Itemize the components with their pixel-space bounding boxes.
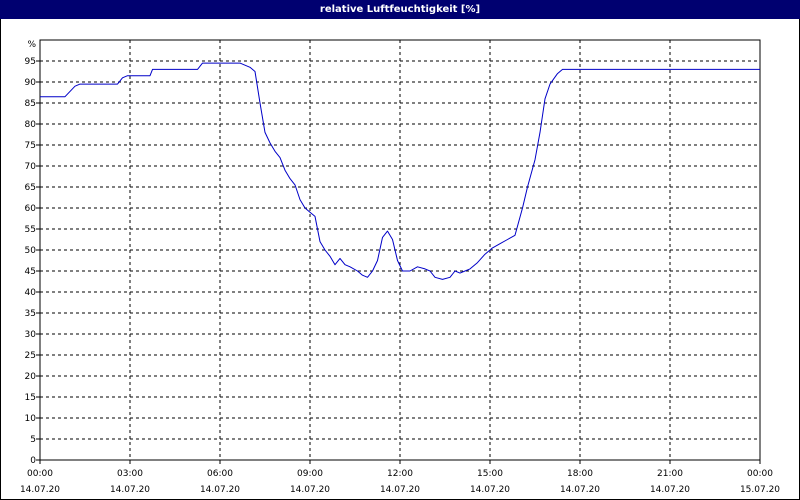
humidity-series-line bbox=[40, 62, 760, 280]
y-tick-label: 50 bbox=[25, 246, 37, 256]
y-tick-label: 65 bbox=[25, 183, 36, 193]
x-tick-label-time: 06:00 bbox=[207, 469, 233, 479]
x-tick-label-date: 14.07.20 bbox=[470, 485, 510, 495]
x-tick-label-date: 15.07.20 bbox=[740, 485, 780, 495]
x-tick-label-time: 00:00 bbox=[747, 469, 773, 479]
grid-layer bbox=[40, 40, 760, 460]
y-tick-label: 5 bbox=[30, 435, 36, 445]
y-tick-label: 35 bbox=[25, 309, 36, 319]
x-tick-label-date: 14.07.20 bbox=[290, 485, 330, 495]
y-tick-label: 80 bbox=[25, 120, 37, 130]
y-tick-label: 90 bbox=[25, 78, 37, 88]
y-tick-label: 60 bbox=[25, 204, 37, 214]
y-tick-label: 0 bbox=[30, 456, 36, 466]
chart-title: relative Luftfeuchtigkeit [%] bbox=[0, 0, 800, 19]
y-tick-label: 20 bbox=[25, 372, 37, 382]
x-tick-label-date: 14.07.20 bbox=[20, 485, 60, 495]
y-tick-label: 85 bbox=[25, 99, 36, 109]
y-axis-unit-label: % bbox=[27, 40, 36, 50]
y-tick-label: 70 bbox=[25, 162, 37, 172]
x-tick-label-time: 09:00 bbox=[297, 469, 323, 479]
x-tick-label-time: 12:00 bbox=[387, 469, 413, 479]
x-tick-label-time: 15:00 bbox=[477, 469, 503, 479]
x-tick-label-time: 00:00 bbox=[27, 469, 53, 479]
y-tick-label: 30 bbox=[25, 330, 37, 340]
axis-layer: 0 5 10 15 20 25 30 35 40 45 50 55 60 65 70 75 80 85 90 95 00… bbox=[20, 57, 780, 495]
y-tick-label: 45 bbox=[25, 267, 36, 277]
x-tick-label-date: 14.07.20 bbox=[560, 485, 600, 495]
y-tick-label: 95 bbox=[25, 57, 36, 67]
y-tick-label: 25 bbox=[25, 351, 36, 361]
y-tick-label: 75 bbox=[25, 141, 36, 151]
x-tick-label-time: 18:00 bbox=[567, 469, 593, 479]
x-tick-label-date: 14.07.20 bbox=[380, 485, 420, 495]
x-tick-label-date: 14.07.20 bbox=[200, 485, 240, 495]
y-tick-label: 15 bbox=[25, 393, 36, 403]
series-layer bbox=[40, 62, 760, 280]
y-tick-label: 10 bbox=[25, 414, 37, 424]
x-tick-label-date: 14.07.20 bbox=[650, 485, 690, 495]
x-tick-label-time: 03:00 bbox=[117, 469, 143, 479]
x-tick-label-time: 21:00 bbox=[657, 469, 683, 479]
y-tick-label: 40 bbox=[25, 288, 37, 298]
x-tick-label-date: 14.07.20 bbox=[110, 485, 150, 495]
y-tick-label: 55 bbox=[25, 225, 36, 235]
